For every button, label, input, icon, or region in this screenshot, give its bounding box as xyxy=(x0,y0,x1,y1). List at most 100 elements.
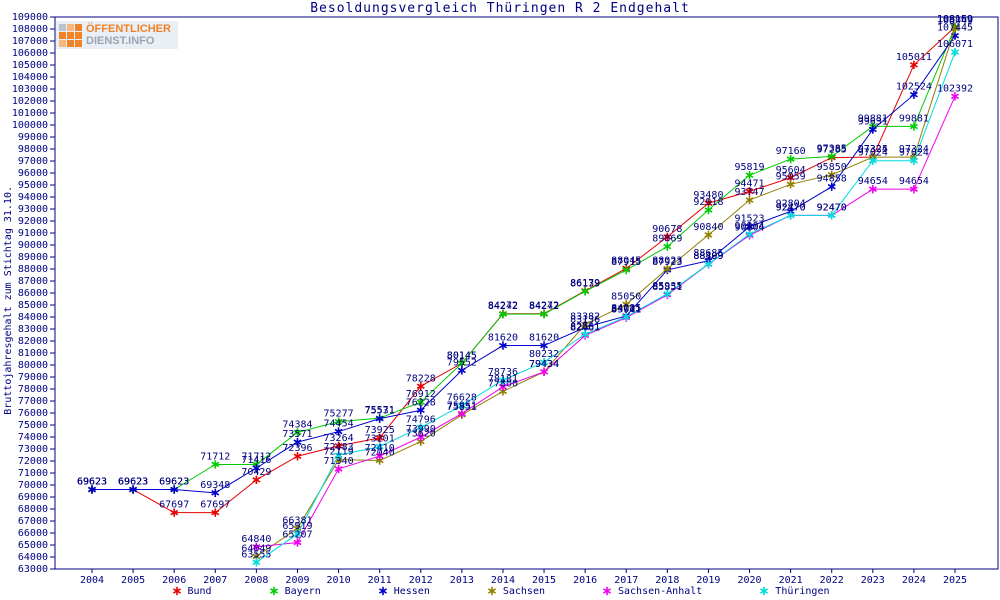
svg-text:91523: 91523 xyxy=(734,214,764,225)
svg-text:80145: 80145 xyxy=(447,350,477,361)
svg-text:92000: 92000 xyxy=(18,216,48,227)
svg-text:97325: 97325 xyxy=(858,144,888,155)
svg-text:2017: 2017 xyxy=(614,575,638,586)
svg-text:108159: 108159 xyxy=(937,14,973,25)
svg-text:79000: 79000 xyxy=(18,372,48,383)
svg-text:88409: 88409 xyxy=(693,251,723,262)
svg-text:85000: 85000 xyxy=(18,300,48,311)
series-bayern xyxy=(87,22,960,494)
svg-text:75851: 75851 xyxy=(447,402,477,413)
legend-label: Bayern xyxy=(284,585,321,597)
svg-text:98000: 98000 xyxy=(18,144,48,155)
legend-marker-icon xyxy=(602,586,612,596)
svg-text:92804: 92804 xyxy=(776,198,806,209)
svg-text:103000: 103000 xyxy=(12,84,48,95)
svg-text:80145: 80145 xyxy=(447,350,477,361)
legend-marker-icon xyxy=(172,586,181,596)
svg-text:93747: 93747 xyxy=(734,187,764,198)
svg-text:69348: 69348 xyxy=(200,480,230,491)
svg-text:84085: 84085 xyxy=(611,303,641,314)
x-axis: 2004 2005 2006 2007 2008 2009 2010 2011 2012 2013… xyxy=(80,569,967,586)
svg-text:2018: 2018 xyxy=(655,575,679,586)
svg-text:64049: 64049 xyxy=(241,543,271,554)
legend-marker-icon xyxy=(378,586,387,596)
svg-text:2007: 2007 xyxy=(203,575,227,586)
svg-text:89869: 89869 xyxy=(652,234,682,245)
svg-text:95059: 95059 xyxy=(776,171,806,182)
legend-marker-icon xyxy=(269,586,278,596)
svg-text:99881: 99881 xyxy=(858,113,888,124)
svg-text:90904: 90904 xyxy=(734,221,764,232)
svg-text:78736: 78736 xyxy=(488,367,518,378)
svg-text:2014: 2014 xyxy=(491,575,515,586)
svg-text:2011: 2011 xyxy=(368,575,392,586)
y-axis: 6300064000650006600067000680006900070000… xyxy=(12,12,55,575)
svg-text:99000: 99000 xyxy=(18,132,48,143)
svg-text:70429: 70429 xyxy=(241,467,271,478)
svg-text:94471: 94471 xyxy=(734,178,764,189)
legend-item-bayern: Bayern xyxy=(268,585,321,597)
svg-text:88023: 88023 xyxy=(652,256,682,267)
svg-text:73000: 73000 xyxy=(18,444,48,455)
svg-text:2015: 2015 xyxy=(532,575,556,586)
svg-text:63000: 63000 xyxy=(18,564,48,575)
svg-text:95819: 95819 xyxy=(734,162,764,173)
svg-text:94000: 94000 xyxy=(18,192,48,203)
legend-marker-icon xyxy=(487,586,496,596)
svg-text:88045: 88045 xyxy=(611,255,641,266)
svg-text:2006: 2006 xyxy=(162,575,186,586)
svg-text:70000: 70000 xyxy=(18,480,48,491)
svg-text:74384: 74384 xyxy=(282,419,312,430)
svg-text:74796: 74796 xyxy=(406,414,436,425)
svg-text:76628: 76628 xyxy=(447,392,477,403)
svg-text:66000: 66000 xyxy=(18,528,48,539)
point-labels: 69623 69623 67697 67697 70429 72396 73264 73925… xyxy=(77,14,973,560)
svg-text:86179: 86179 xyxy=(570,278,600,289)
svg-text:83941: 83941 xyxy=(611,305,641,316)
svg-text:67000: 67000 xyxy=(18,516,48,527)
svg-text:105011: 105011 xyxy=(896,52,932,63)
svg-text:89000: 89000 xyxy=(18,252,48,263)
page-title: Besoldungsvergleich Thüringen R 2 Endgeh… xyxy=(310,1,690,16)
svg-text:92470: 92470 xyxy=(817,202,847,213)
legend-marker-icon xyxy=(760,586,769,596)
svg-text:80000: 80000 xyxy=(18,360,48,371)
svg-text:87915: 87915 xyxy=(611,257,641,268)
svg-text:84272: 84272 xyxy=(488,301,518,312)
svg-text:88000: 88000 xyxy=(18,264,48,275)
svg-text:105000: 105000 xyxy=(12,60,48,71)
svg-text:69623: 69623 xyxy=(159,477,189,488)
svg-text:71712: 71712 xyxy=(200,451,230,462)
svg-text:81620: 81620 xyxy=(529,333,559,344)
plot-frame xyxy=(54,16,999,570)
logo-text: ÖFFENTLICHER DIENST.INFO xyxy=(86,23,171,47)
svg-text:78181: 78181 xyxy=(488,374,518,385)
series-sachsen xyxy=(252,24,960,561)
svg-text:2021: 2021 xyxy=(779,575,803,586)
svg-text:2016: 2016 xyxy=(573,575,597,586)
svg-text:82561: 82561 xyxy=(570,321,600,332)
svg-text:97385: 97385 xyxy=(817,143,847,154)
legend-item-thringen: Thüringen xyxy=(758,585,829,597)
svg-text:85935: 85935 xyxy=(652,281,682,292)
svg-text:84000: 84000 xyxy=(18,312,48,323)
svg-text:73571: 73571 xyxy=(282,429,312,440)
logo-text-line2: DIENST.INFO xyxy=(86,35,155,47)
svg-text:2020: 2020 xyxy=(737,575,761,586)
legend-item-bund: Bund xyxy=(171,585,212,597)
svg-text:95604: 95604 xyxy=(776,165,806,176)
svg-text:97160: 97160 xyxy=(776,146,806,157)
svg-text:95000: 95000 xyxy=(18,180,48,191)
svg-text:99881: 99881 xyxy=(899,113,929,124)
svg-text:64000: 64000 xyxy=(18,552,48,563)
svg-text:2008: 2008 xyxy=(244,575,268,586)
svg-text:78000: 78000 xyxy=(18,384,48,395)
svg-text:79434: 79434 xyxy=(529,359,559,370)
svg-text:102524: 102524 xyxy=(896,82,932,93)
logo-text-line1: ÖFFENTLICHER xyxy=(86,23,171,35)
legend-label: Sachsen-Anhalt xyxy=(618,585,703,597)
svg-text:71416: 71416 xyxy=(241,455,271,466)
svg-text:66381: 66381 xyxy=(282,515,312,526)
svg-text:2025: 2025 xyxy=(943,575,967,586)
svg-text:72040: 72040 xyxy=(365,448,395,459)
